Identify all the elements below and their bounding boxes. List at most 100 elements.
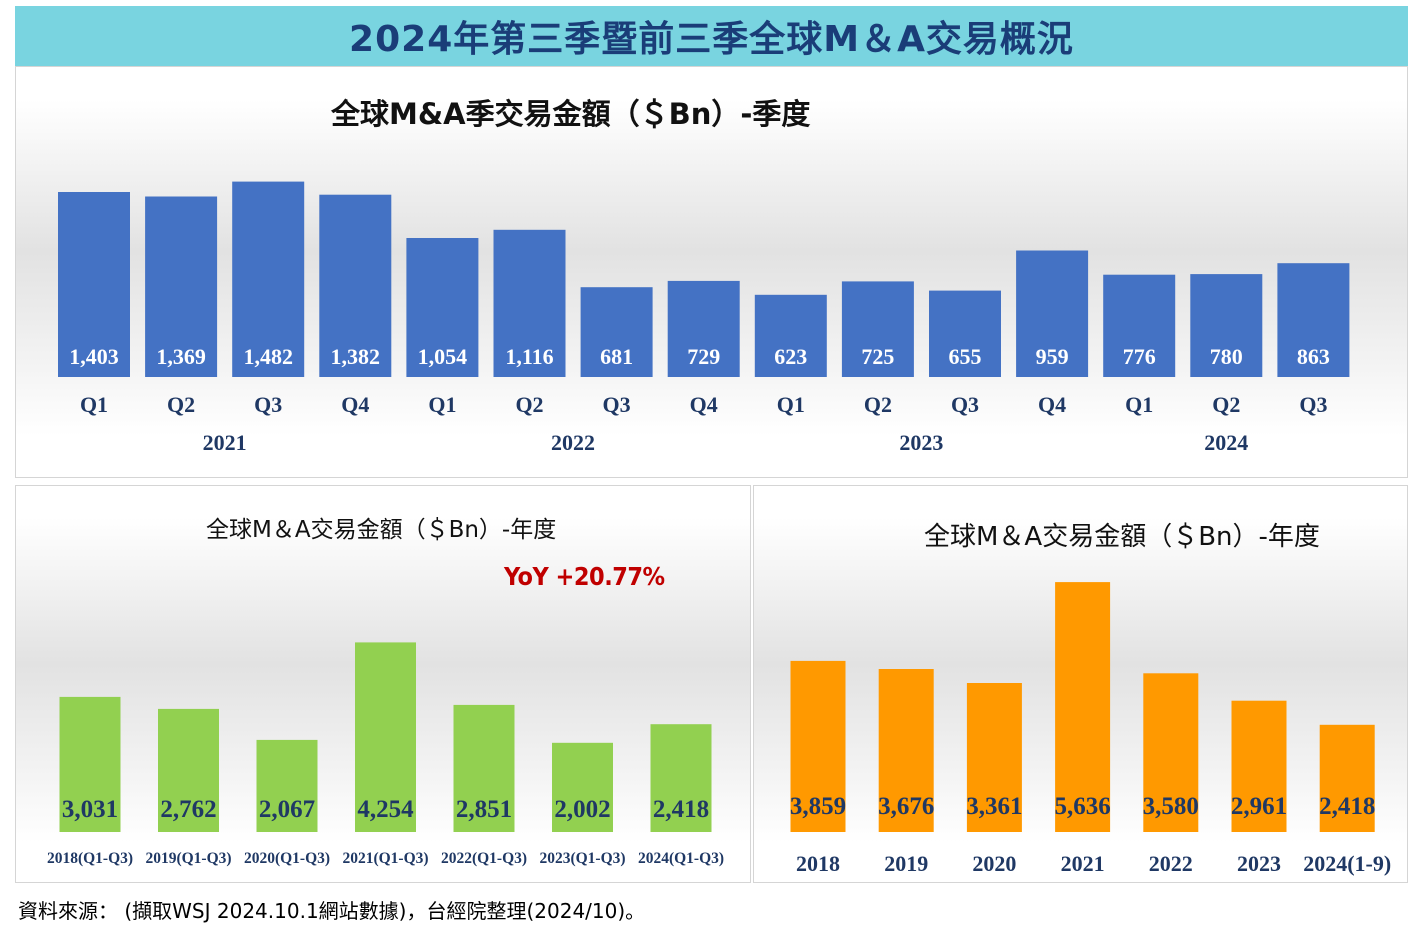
- data-label-quarterly-8: 623: [774, 344, 807, 369]
- category-label-annual-4: 2022: [1149, 851, 1193, 876]
- quarterly-chart-panel: 全球M&A季交易金額（＄Bn）-季度 1,403 Q1 1,369 Q2 1,482 Q3…: [15, 66, 1408, 478]
- category-label-annual-0: 2018: [796, 851, 840, 876]
- bar-ytd-3: [355, 642, 416, 832]
- bar-annual-4: [1143, 673, 1199, 832]
- category-label-quarterly-0: Q1: [80, 392, 108, 417]
- bar-annual-3: [1055, 582, 1111, 832]
- data-label-ytd-6: 2,418: [653, 796, 709, 823]
- data-label-quarterly-9: 725: [861, 344, 894, 369]
- bar-quarterly-2: [232, 181, 305, 377]
- category-label-quarterly-10: Q3: [951, 392, 979, 417]
- quarterly-chart-title: 全球M&A季交易金額（＄Bn）-季度: [331, 97, 811, 131]
- category-label-annual-6: 2024(1-9): [1303, 851, 1391, 876]
- bar-annual-2: [966, 683, 1022, 832]
- annual-chart-title: 全球M＆A交易金額（＄Bn）-年度: [924, 522, 1320, 552]
- data-label-quarterly-12: 776: [1123, 344, 1156, 369]
- category-label-annual-3: 2021: [1061, 851, 1105, 876]
- bar-quarterly-5: [493, 229, 566, 377]
- bar-ytd-1: [158, 708, 219, 832]
- data-label-ytd-1: 2,762: [160, 796, 216, 823]
- category-label-annual-1: 2019: [884, 851, 928, 876]
- yoy-annotation: YoY +20.77%: [504, 562, 665, 591]
- quarterly-bar-chart: 1,403 Q1 1,369 Q2 1,482 Q3 1,382 Q4 1,054 Q1 1,116…: [58, 181, 1350, 455]
- bar-ytd-4: [453, 704, 515, 832]
- category-label-quarterly-3: Q4: [341, 392, 369, 417]
- data-label-annual-5: 2,961: [1231, 793, 1287, 820]
- category-label-quarterly-8: Q1: [777, 392, 805, 417]
- category-label-quarterly-11: Q4: [1038, 392, 1066, 417]
- data-label-ytd-0: 3,031: [62, 796, 118, 823]
- category-label-annual-5: 2023: [1237, 851, 1281, 876]
- year-group-label-2023: 2023: [899, 430, 943, 455]
- data-label-ytd-5: 2,002: [554, 796, 610, 823]
- data-label-quarterly-1: 1,369: [156, 344, 206, 369]
- ytd-chart-title: 全球M＆A交易金額（＄Bn）-年度: [206, 517, 557, 543]
- category-label-ytd-3: 2021(Q1-Q3): [342, 850, 428, 867]
- data-label-quarterly-5: 1,116: [505, 344, 553, 369]
- year-group-label-2022: 2022: [551, 430, 595, 455]
- data-label-annual-4: 3,580: [1143, 793, 1199, 820]
- ytd-chart-panel: 全球M＆A交易金額（＄Bn）-年度 YoY +20.77% 3,031 2018(…: [15, 485, 751, 883]
- data-label-ytd-4: 2,851: [456, 796, 512, 823]
- bar-quarterly-13: [1190, 274, 1263, 377]
- data-label-annual-1: 3,676: [878, 793, 934, 820]
- annual-chart-panel: 全球M＆A交易金額（＄Bn）-年度 3,859 2018 3,676 2019 3,36…: [753, 485, 1408, 883]
- category-label-quarterly-7: Q4: [690, 392, 718, 417]
- data-label-annual-0: 3,859: [790, 793, 846, 820]
- category-label-quarterly-6: Q3: [603, 392, 631, 417]
- bar-ytd-2: [256, 739, 318, 832]
- year-group-label-2021: 2021: [203, 430, 247, 455]
- year-group-label-2024: 2024: [1204, 430, 1248, 455]
- source-note: 資料來源： (擷取WSJ 2024.10.1網站數據)，台經院整理(2024/1…: [18, 899, 646, 923]
- bar-annual-1: [878, 669, 934, 832]
- category-label-quarterly-4: Q1: [428, 392, 456, 417]
- data-label-annual-3: 5,636: [1054, 793, 1110, 820]
- bar-quarterly-1: [145, 196, 218, 377]
- bar-ytd-5: [552, 742, 613, 832]
- bar-ytd-6: [650, 724, 712, 832]
- data-label-quarterly-11: 959: [1036, 344, 1069, 369]
- data-label-quarterly-6: 681: [600, 344, 633, 369]
- bar-quarterly-0: [58, 192, 130, 377]
- bar-quarterly-14: [1277, 263, 1350, 377]
- page-title: 2024年第三季暨前三季全球M＆A交易概況: [15, 6, 1408, 66]
- category-label-quarterly-14: Q3: [1299, 392, 1327, 417]
- data-label-quarterly-2: 1,482: [243, 344, 293, 369]
- annual-bar-chart: 3,859 2018 3,676 2019 3,361 2020 5,636 2021 3,58…: [790, 582, 1391, 876]
- bar-annual-6: [1319, 724, 1375, 832]
- ytd-bar-chart: 3,031 2018(Q1-Q3) 2,762 2019(Q1-Q3) 2,067 202…: [47, 642, 724, 867]
- category-label-ytd-6: 2024(Q1-Q3): [638, 850, 724, 867]
- data-label-ytd-2: 2,067: [259, 796, 315, 823]
- data-label-quarterly-4: 1,054: [418, 344, 468, 369]
- category-label-annual-2: 2020: [972, 851, 1016, 876]
- bar-ytd-0: [59, 696, 121, 832]
- bar-quarterly-4: [406, 238, 479, 377]
- bar-quarterly-12: [1103, 274, 1176, 377]
- category-label-ytd-2: 2020(Q1-Q3): [244, 850, 330, 867]
- category-label-ytd-4: 2022(Q1-Q3): [441, 850, 527, 867]
- category-label-ytd-1: 2019(Q1-Q3): [145, 850, 231, 867]
- data-label-quarterly-10: 655: [949, 344, 982, 369]
- data-label-quarterly-0: 1,403: [69, 344, 119, 369]
- data-label-quarterly-3: 1,382: [331, 344, 381, 369]
- data-label-quarterly-13: 780: [1210, 344, 1243, 369]
- category-label-quarterly-1: Q2: [167, 392, 195, 417]
- bar-annual-5: [1231, 700, 1287, 832]
- category-label-quarterly-5: Q2: [515, 392, 543, 417]
- category-label-ytd-0: 2018(Q1-Q3): [47, 850, 133, 867]
- data-label-quarterly-14: 863: [1297, 344, 1330, 369]
- bar-quarterly-9: [841, 281, 914, 377]
- bar-quarterly-11: [1016, 250, 1089, 377]
- bar-annual-0: [790, 660, 846, 832]
- data-label-quarterly-7: 729: [687, 344, 720, 369]
- bar-quarterly-10: [929, 290, 1001, 377]
- data-label-ytd-3: 4,254: [357, 796, 414, 823]
- data-label-annual-6: 2,418: [1319, 793, 1375, 820]
- bar-quarterly-8: [754, 294, 827, 377]
- category-label-quarterly-13: Q2: [1212, 392, 1240, 417]
- category-label-quarterly-12: Q1: [1125, 392, 1153, 417]
- bar-quarterly-6: [580, 287, 653, 377]
- bar-quarterly-7: [667, 280, 740, 377]
- category-label-quarterly-2: Q3: [254, 392, 282, 417]
- category-label-quarterly-9: Q2: [864, 392, 892, 417]
